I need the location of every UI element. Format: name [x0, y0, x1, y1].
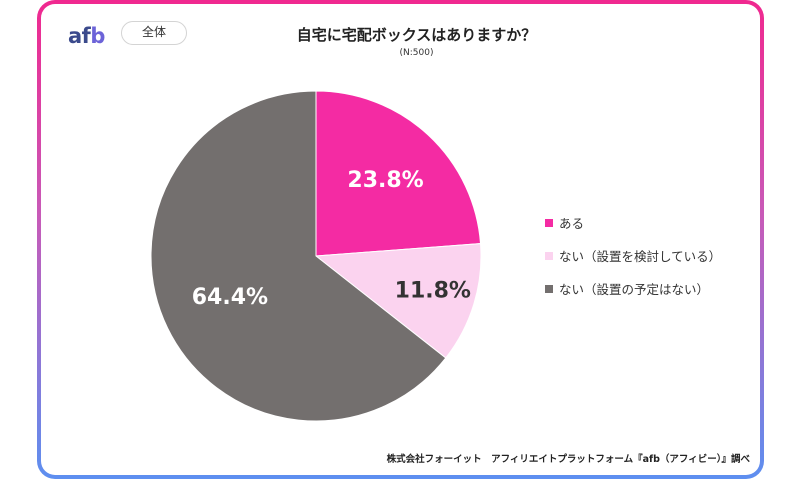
- pie-data-label-2: 64.4%: [192, 285, 268, 310]
- pie-slice-2: [150, 90, 447, 422]
- chart-title: 自宅に宅配ボックスはありますか？: [296, 26, 537, 44]
- legend-item-0: ある: [545, 206, 721, 239]
- chart-panel: afb 全体 自宅に宅配ボックスはありますか？ (N:500) 23.8% 11.…: [41, 4, 760, 475]
- legend-item-2: ない（設置の予定はない）: [545, 272, 721, 305]
- scope-tab-all[interactable]: 全体: [121, 21, 187, 45]
- pie-slice-1: [314, 243, 482, 359]
- chart-frame: afb 全体 自宅に宅配ボックスはありますか？ (N:500) 23.8% 11.…: [37, 0, 764, 479]
- legend-swatch-0: [545, 218, 553, 227]
- afb-logo: afb: [68, 24, 105, 48]
- legend-label-1: ない（設置を検討している）: [559, 249, 722, 264]
- pie-chart: 23.8% 11.8% 64.4%: [150, 90, 482, 422]
- legend-item-1: ない（設置を検討している）: [545, 239, 721, 272]
- pie-data-label-0: 23.8%: [347, 168, 423, 193]
- pie-data-label-1: 11.8%: [395, 279, 471, 304]
- legend-label-2: ない（設置の予定はない）: [559, 282, 710, 297]
- sample-size: (N:500): [399, 48, 434, 58]
- legend-label-0: ある: [559, 216, 585, 231]
- source-credit: 株式会社フォーイット アフィリエイトプラットフォーム『afb（アフィビー）』調べ: [386, 454, 750, 465]
- legend-swatch-2: [545, 284, 553, 293]
- legend-swatch-1: [545, 251, 553, 260]
- pie-slice-0: [315, 90, 482, 257]
- chart-legend: あるない（設置を検討している） ない（設置の予定はない）: [545, 206, 721, 305]
